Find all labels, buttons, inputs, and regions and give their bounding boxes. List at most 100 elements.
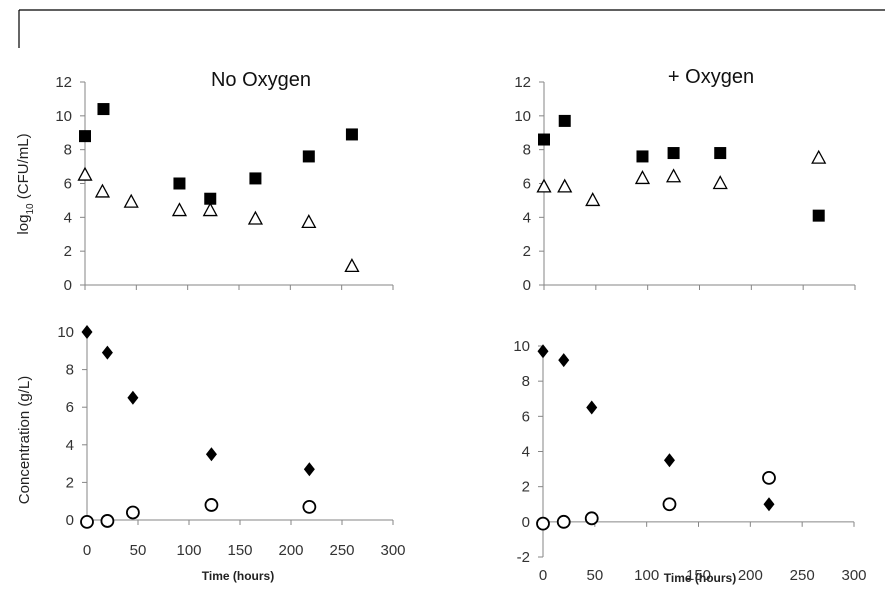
data-point-triangle xyxy=(536,178,552,193)
y-tick-label: 8 xyxy=(522,373,530,390)
x-tick-label: 150 xyxy=(227,542,252,559)
top-y-axis-label: log10 (CFU/mL) xyxy=(15,133,36,234)
data-point-square xyxy=(812,209,825,222)
chart-panel-top-left: 0 2 4 6 8 10 12 xyxy=(55,74,394,294)
data-point-triangle xyxy=(202,202,218,217)
data-point-diamond xyxy=(303,462,315,477)
bottom-left-x-axis-label: Time (hours) xyxy=(202,569,274,583)
y-tick-label: 8 xyxy=(66,362,74,379)
data-point-square xyxy=(558,114,571,127)
y-tick-label: 10 xyxy=(514,108,531,125)
data-point-triangle xyxy=(123,193,139,208)
data-point-circle xyxy=(762,470,776,485)
data-point-diamond xyxy=(558,353,570,368)
data-point-diamond xyxy=(81,325,93,339)
x-tick-label: 200 xyxy=(738,567,763,584)
data-point-triangle xyxy=(557,178,573,193)
data-point-square xyxy=(538,133,550,146)
x-tick-label: 300 xyxy=(380,542,405,559)
bottom-y-axis-label: Concentration (g/L) xyxy=(16,376,33,504)
x-tick-label: 300 xyxy=(841,567,866,584)
y-tick-label: 2 xyxy=(64,243,72,260)
y-tick-label: 2 xyxy=(66,474,74,491)
data-point-circle xyxy=(584,511,599,526)
y-tick-label: 4 xyxy=(522,444,530,461)
data-point-square xyxy=(79,130,91,143)
data-point-circle xyxy=(100,514,115,528)
data-point-diamond xyxy=(205,447,217,462)
y-tick-label: 0 xyxy=(523,277,531,294)
y-tick-label: 4 xyxy=(64,209,72,226)
y-tick-label: 6 xyxy=(66,399,74,416)
y-tick-label: 10 xyxy=(513,338,530,355)
data-point-circle xyxy=(556,514,571,529)
y-tick-label: 4 xyxy=(66,437,74,454)
y-tick-label: 4 xyxy=(523,209,531,226)
chart-panel-top-right: 0 2 4 6 8 10 12 xyxy=(514,74,856,294)
data-point-triangle xyxy=(585,192,601,207)
x-tick-label: 0 xyxy=(83,542,91,559)
y-tick-label: 0 xyxy=(522,514,530,531)
y-tick-label: 0 xyxy=(64,277,72,294)
data-point-triangle xyxy=(171,202,188,217)
top-y-axis-label-unit: (CFU/mL) xyxy=(15,133,32,203)
x-tick-label: 50 xyxy=(130,542,147,559)
top-y-axis-label-subscript: 10 xyxy=(25,203,36,215)
data-point-triangle xyxy=(665,168,682,183)
y-tick-label: -2 xyxy=(517,549,530,566)
data-point-triangle xyxy=(77,166,93,181)
y-tick-label: 2 xyxy=(523,243,531,260)
data-point-square xyxy=(204,192,217,205)
y-tick-label: 2 xyxy=(522,479,530,496)
x-tick-label: 250 xyxy=(790,567,815,584)
data-point-square xyxy=(302,150,315,163)
data-point-circle xyxy=(80,514,94,529)
panel-title-plus-oxygen: + Oxygen xyxy=(668,66,754,88)
y-tick-label: 8 xyxy=(64,142,72,159)
data-point-diamond xyxy=(101,345,113,360)
data-point-triangle xyxy=(344,258,360,273)
data-point-diamond xyxy=(663,453,675,468)
data-point-square xyxy=(345,128,358,141)
y-tick-label: 6 xyxy=(522,408,530,425)
bottom-right-x-axis-label: Time (hours) xyxy=(664,571,736,585)
data-point-circle xyxy=(302,499,317,514)
data-point-square xyxy=(249,172,262,185)
data-point-circle xyxy=(536,516,550,531)
data-point-diamond xyxy=(763,497,775,512)
data-point-square xyxy=(714,147,727,160)
data-point-triangle xyxy=(247,210,264,225)
y-tick-label: 12 xyxy=(55,74,72,91)
y-tick-label: 10 xyxy=(55,108,72,125)
data-point-triangle xyxy=(811,149,827,164)
data-point-circle xyxy=(662,497,677,512)
y-tick-label: 12 xyxy=(514,74,531,91)
y-tick-label: 10 xyxy=(57,324,74,341)
data-point-circle xyxy=(125,505,140,520)
data-point-triangle xyxy=(634,170,651,185)
data-point-diamond xyxy=(537,344,549,359)
top-y-axis-label-main: log xyxy=(15,215,32,235)
data-point-triangle xyxy=(94,183,111,198)
data-point-square xyxy=(667,147,680,160)
x-tick-label: 200 xyxy=(278,542,303,559)
y-tick-label: 6 xyxy=(523,176,531,193)
data-point-diamond xyxy=(586,400,598,415)
panel-title-no-oxygen: No Oxygen xyxy=(211,69,311,91)
data-point-triangle xyxy=(301,214,317,229)
x-tick-label: 100 xyxy=(634,567,659,584)
x-tick-label: 150 xyxy=(686,567,711,584)
data-point-circle xyxy=(204,498,219,512)
x-tick-label: 100 xyxy=(176,542,201,559)
data-point-square xyxy=(173,177,186,190)
y-tick-label: 6 xyxy=(64,176,72,193)
x-tick-label: 250 xyxy=(329,542,354,559)
data-point-square xyxy=(636,150,649,163)
x-tick-label: 0 xyxy=(539,567,547,584)
data-point-triangle xyxy=(712,175,728,190)
data-point-diamond xyxy=(127,390,139,405)
x-tick-label: 50 xyxy=(586,567,603,584)
